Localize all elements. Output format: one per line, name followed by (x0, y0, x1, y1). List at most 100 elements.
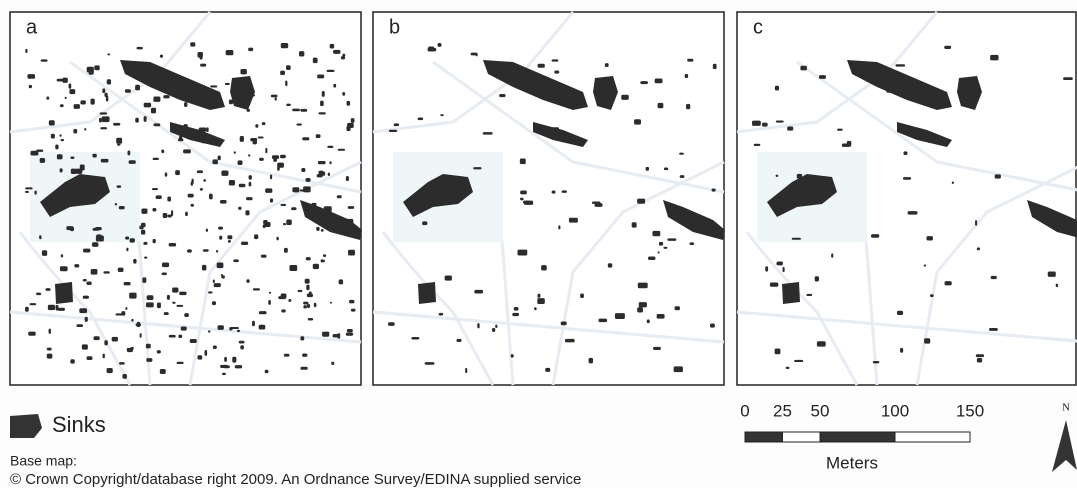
sink (604, 63, 609, 67)
scale-bar: 0 25 50 100 150 (740, 401, 984, 443)
sink (388, 129, 398, 132)
sink (248, 175, 252, 180)
sink (657, 102, 664, 109)
sink (146, 358, 153, 362)
sink (900, 347, 904, 353)
sink (769, 282, 779, 287)
sink (190, 129, 194, 135)
sink (689, 242, 695, 246)
sink (340, 56, 346, 60)
sink (46, 347, 52, 351)
sink (203, 179, 206, 182)
sink (264, 369, 269, 374)
sink (631, 222, 637, 228)
sink (99, 112, 108, 115)
sink (260, 254, 267, 258)
sink (178, 334, 183, 339)
sink (332, 334, 339, 338)
sink (327, 145, 334, 148)
sink (145, 343, 151, 349)
sink (224, 356, 227, 362)
sink (231, 326, 239, 330)
sink (199, 96, 204, 102)
sink (753, 143, 761, 147)
sink (228, 180, 236, 186)
sink (118, 205, 125, 210)
sink (73, 129, 78, 134)
sink (307, 318, 314, 321)
sink (687, 58, 694, 62)
sink (29, 303, 37, 306)
sink (168, 334, 176, 338)
sink (926, 236, 933, 241)
sink (39, 235, 42, 240)
sink (280, 293, 287, 299)
sink (317, 74, 325, 79)
sink (123, 281, 131, 286)
sink (831, 253, 834, 258)
sink (116, 137, 123, 144)
sink (902, 177, 912, 180)
sink (686, 103, 691, 110)
sink (342, 53, 346, 57)
sink (283, 353, 290, 357)
sink (656, 313, 665, 319)
sink (265, 188, 273, 193)
sink (80, 100, 86, 105)
sink (153, 96, 161, 102)
sink (48, 328, 51, 334)
sink (684, 73, 689, 79)
sink (125, 236, 130, 240)
sink (806, 293, 813, 297)
sink (176, 361, 184, 365)
sink (248, 47, 254, 52)
sink (236, 329, 241, 333)
scale-tick-label: 50 (811, 401, 830, 420)
sink (283, 247, 288, 253)
sink (217, 325, 224, 330)
sink (239, 136, 244, 142)
sink (297, 289, 303, 293)
sink (114, 203, 118, 206)
sink (560, 321, 567, 326)
sink (329, 161, 332, 165)
sink (428, 46, 435, 52)
sink (59, 104, 64, 108)
sink (73, 104, 80, 109)
sink (146, 295, 154, 300)
sink (1055, 283, 1059, 288)
sink (277, 162, 284, 168)
sink (305, 257, 311, 261)
sink (82, 295, 89, 299)
sink (513, 306, 519, 311)
sink (327, 172, 331, 176)
sink (70, 168, 77, 174)
sink (473, 167, 482, 170)
sink (648, 256, 656, 260)
sink (177, 138, 184, 142)
sink (136, 321, 141, 328)
sink (227, 240, 231, 243)
sink (212, 159, 218, 165)
sink (268, 300, 271, 305)
sink (246, 197, 253, 201)
sink (558, 225, 561, 230)
sink (234, 365, 243, 369)
base-map-line (18, 231, 132, 386)
sink (161, 262, 170, 268)
sink (465, 367, 468, 374)
scale-segment (819, 431, 896, 443)
sink (924, 338, 931, 344)
sink (94, 65, 100, 71)
sink (333, 49, 341, 54)
sink (782, 282, 800, 304)
sink (92, 153, 97, 158)
sink (322, 259, 325, 263)
sink (223, 365, 230, 369)
sink (711, 188, 716, 192)
sink (125, 307, 128, 310)
sink (523, 200, 530, 204)
sink (175, 170, 180, 176)
sink (263, 222, 271, 227)
sink (122, 373, 127, 379)
